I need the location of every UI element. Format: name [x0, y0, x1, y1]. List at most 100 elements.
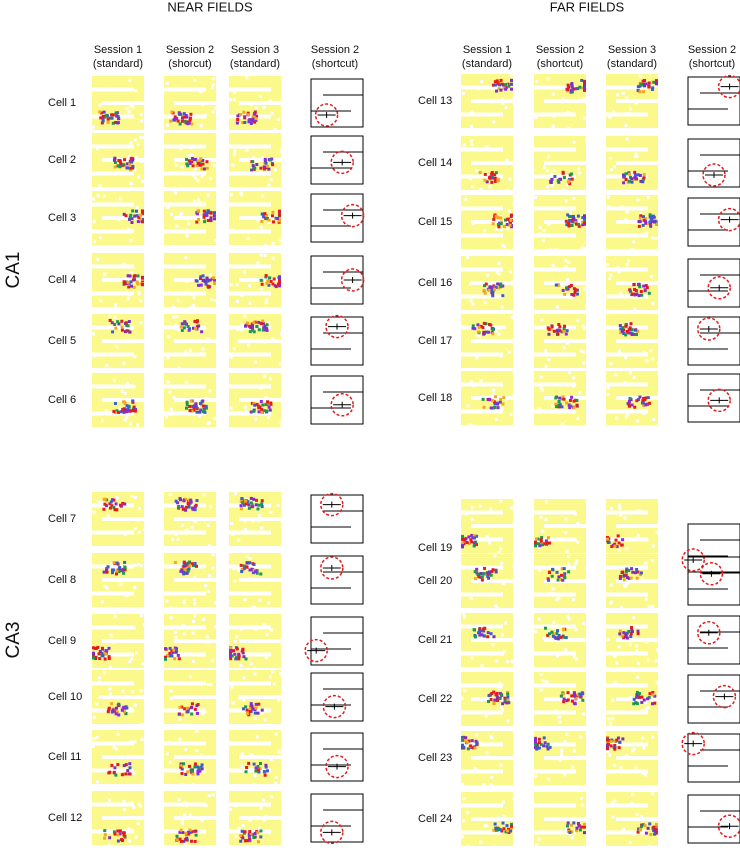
gap-pixel [231, 647, 235, 651]
rate-pixel [627, 328, 631, 332]
rate-pixel [554, 283, 558, 287]
gap [471, 524, 513, 528]
rate-pixel [123, 330, 127, 334]
gap-pixel [245, 148, 249, 152]
rate-pixel [121, 501, 125, 505]
rate-pixel [101, 654, 105, 658]
rate-pixel [108, 836, 112, 840]
gap-pixel [498, 687, 502, 691]
rate-pixel [173, 657, 177, 661]
rate-pixel [260, 708, 264, 712]
gap-pixel [475, 356, 479, 360]
rate-pixel [135, 214, 139, 218]
rate-pixel [547, 332, 551, 336]
rate-map [164, 730, 216, 787]
rate-pixel [540, 536, 544, 540]
gap-pixel [618, 503, 622, 507]
rate-pixel [116, 763, 120, 767]
rate-pixel [107, 646, 111, 650]
rate-pixel [497, 225, 501, 229]
gap-pixel [206, 338, 210, 342]
rate-pixel [130, 160, 134, 164]
gap-pixel [564, 648, 568, 652]
gap [461, 206, 503, 211]
gap-pixel [255, 230, 259, 234]
gap-pixel [625, 210, 629, 214]
gap-pixel [610, 267, 614, 271]
rate-pixel [493, 822, 497, 826]
gap-pixel [625, 137, 629, 141]
rate-pixel [112, 830, 116, 834]
rate-pixel [236, 114, 240, 118]
gap-pixel [133, 138, 137, 142]
rate-pixel [253, 570, 257, 574]
rate-pixel [190, 830, 194, 834]
gap-pixel [538, 725, 542, 729]
rate-pixel [561, 170, 565, 174]
gap-pixel [236, 327, 240, 331]
rate-pixel [131, 166, 135, 170]
rate-map [534, 792, 589, 848]
gap-pixel [565, 85, 569, 89]
gap-pixel [98, 184, 102, 188]
rate-pixel [492, 400, 496, 404]
gap-pixel [631, 793, 635, 797]
gap-pixel [246, 237, 250, 241]
gap-pixel [233, 149, 237, 153]
gap-pixel [611, 815, 615, 819]
rate-map [534, 136, 589, 192]
rate-pixel [256, 831, 260, 835]
gap-pixel [576, 318, 580, 322]
rate-pixel [631, 570, 635, 574]
gap-pixel [265, 298, 269, 302]
gap-pixel [132, 805, 136, 809]
gap-pixel [254, 627, 258, 631]
rate-pixel [571, 214, 575, 218]
gap-pixel [572, 140, 576, 144]
rate-pixel [245, 712, 249, 716]
rate-pixel [98, 650, 102, 654]
rate-pixel [561, 395, 565, 399]
gap-pixel [506, 227, 510, 231]
gap-pixel [497, 261, 501, 265]
rate-pixel [561, 288, 565, 292]
rate-pixel [624, 324, 628, 328]
cell-label: Cell 1 [48, 97, 76, 109]
rate-pixel [194, 564, 198, 568]
rate-pixel [126, 407, 130, 411]
gap-pixel [122, 361, 126, 365]
rate-pixel [492, 284, 496, 288]
rate-pixel [575, 292, 579, 296]
gap [164, 352, 206, 357]
gap-pixel [92, 510, 96, 514]
gap-pixel [563, 773, 567, 777]
rate-pixel [557, 400, 561, 404]
rate-pixel [255, 162, 259, 166]
rate-pixel [473, 570, 477, 574]
rate-pixel [193, 707, 197, 711]
rate-pixel [190, 562, 194, 566]
rate-pixel [164, 655, 167, 659]
rate-pixel [583, 88, 586, 92]
rate-pixel [492, 828, 496, 832]
rate-pixel [635, 399, 639, 403]
gap [471, 579, 513, 583]
gap-pixel [617, 645, 621, 649]
rate-pixel [545, 541, 549, 545]
gap-pixel [182, 813, 186, 817]
rate-pixel [123, 401, 127, 405]
gap-pixel [573, 512, 577, 516]
rate-pixel [278, 219, 281, 223]
gap [461, 742, 503, 747]
rate-pixel [478, 633, 482, 637]
rate-pixel [464, 736, 468, 740]
maze-box [310, 672, 364, 722]
gap-pixel [107, 798, 111, 802]
rate-pixel [466, 747, 470, 751]
gap-pixel [544, 364, 548, 368]
rate-pixel [122, 568, 126, 572]
rate-pixel [114, 706, 118, 710]
gap-pixel [208, 574, 212, 578]
gap-pixel [489, 394, 493, 398]
field-circle [340, 203, 365, 228]
